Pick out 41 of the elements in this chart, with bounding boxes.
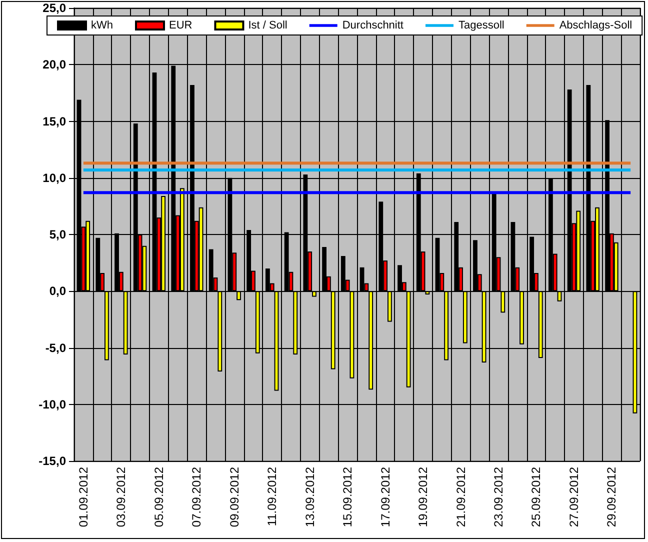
- y-tick-label: 20,0: [42, 58, 66, 72]
- x-tick-label: 09.09.2012: [227, 466, 242, 528]
- x-tick-label: 19.09.2012: [416, 466, 430, 528]
- x-tick-label: 27.09.2012: [566, 466, 581, 528]
- x-tick-label: 01.09.2012: [76, 466, 90, 528]
- y-tick-label: -15,0: [38, 454, 66, 468]
- bar: [388, 291, 392, 322]
- legend-label: Tagessoll: [458, 20, 504, 32]
- legend-label: Ist / Soll: [248, 20, 288, 32]
- x-tick-label: 21.09.2012: [454, 466, 468, 528]
- bar: [360, 267, 364, 292]
- bar: [500, 291, 506, 313]
- x-tick-label: 05.09.2012: [152, 466, 166, 528]
- y-tick-label: -10,0: [38, 397, 66, 412]
- bar: [208, 249, 214, 292]
- legend-label: Abschlags-Soll: [559, 20, 632, 32]
- bar: [425, 291, 430, 295]
- bar: [520, 291, 524, 344]
- y-tick-label: 25,0: [42, 1, 66, 15]
- x-tick-label: 03.09.2012: [114, 466, 128, 528]
- x-tick-label: 13.09.2012: [302, 466, 317, 528]
- y-tick-label: 10,0: [42, 170, 66, 185]
- bar: [557, 291, 562, 302]
- x-tick-label: 07.09.2012: [190, 466, 204, 528]
- x-tick-label: 23.09.2012: [492, 466, 506, 528]
- x-tick-label: 29.09.2012: [604, 466, 619, 528]
- y-tick-label: 15,0: [42, 114, 66, 128]
- bar: [435, 238, 440, 292]
- x-tick-label: 17.09.2012: [378, 466, 392, 528]
- bar: [236, 291, 241, 300]
- bar: [462, 291, 468, 344]
- bar: [312, 291, 316, 297]
- y-tick-label: 0,0: [49, 284, 66, 298]
- x-tick-label: 15.09.2012: [340, 466, 355, 528]
- legend-label: kWh: [91, 20, 113, 32]
- legend-label: Durchschnitt: [342, 20, 404, 32]
- y-tick-label: 5,0: [49, 228, 66, 242]
- x-tick-label: 11.09.2012: [265, 466, 280, 526]
- y-tick-label: -5,0: [45, 340, 66, 355]
- x-tick-label: 25.09.2012: [529, 466, 544, 528]
- legend-label: EUR: [169, 20, 192, 32]
